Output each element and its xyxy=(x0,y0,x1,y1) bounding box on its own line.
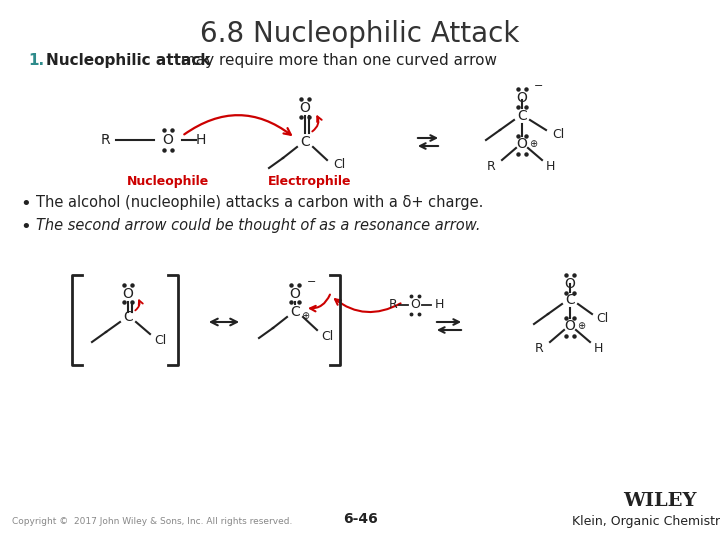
Text: Copyright ©  2017 John Wiley & Sons, Inc. All rights reserved.: Copyright © 2017 John Wiley & Sons, Inc.… xyxy=(12,517,292,526)
Text: Electrophile: Electrophile xyxy=(269,175,352,188)
Text: −: − xyxy=(534,81,544,91)
Text: Cl: Cl xyxy=(596,312,608,325)
Text: •: • xyxy=(20,195,31,213)
Text: The alcohol (nucleophile) attacks a carbon with a δ+ charge.: The alcohol (nucleophile) attacks a carb… xyxy=(36,195,483,210)
Text: O: O xyxy=(516,91,528,105)
Text: H: H xyxy=(196,133,206,147)
Text: C: C xyxy=(300,135,310,149)
Text: Cl: Cl xyxy=(321,329,333,342)
FancyArrowPatch shape xyxy=(135,300,143,310)
Text: −: − xyxy=(307,277,316,287)
Text: O: O xyxy=(410,299,420,312)
Text: Cl: Cl xyxy=(333,159,346,172)
Text: Cl: Cl xyxy=(154,334,166,347)
Text: 6-46: 6-46 xyxy=(343,512,377,526)
FancyArrowPatch shape xyxy=(184,115,291,135)
Text: R: R xyxy=(535,341,544,354)
Text: R: R xyxy=(388,299,397,312)
Text: H: H xyxy=(594,341,603,354)
Text: C: C xyxy=(123,310,133,324)
Text: H: H xyxy=(435,299,444,312)
Text: O: O xyxy=(122,287,133,301)
Text: Nucleophile: Nucleophile xyxy=(127,175,209,188)
FancyArrowPatch shape xyxy=(335,299,400,312)
Text: 6.8 Nucleophilic Attack: 6.8 Nucleophilic Attack xyxy=(200,20,520,48)
Text: R: R xyxy=(487,159,496,172)
Text: ⊕: ⊕ xyxy=(577,321,585,331)
Text: O: O xyxy=(564,277,575,291)
Text: O: O xyxy=(564,319,575,333)
Text: ⊕: ⊕ xyxy=(529,139,537,149)
Text: C: C xyxy=(290,305,300,319)
Text: may require more than one curved arrow: may require more than one curved arrow xyxy=(176,53,497,68)
Text: 1.: 1. xyxy=(28,53,44,68)
Text: O: O xyxy=(289,287,300,301)
Text: H: H xyxy=(546,159,555,172)
Text: O: O xyxy=(300,101,310,115)
Text: WILEY: WILEY xyxy=(624,492,697,510)
Text: Cl: Cl xyxy=(552,127,564,140)
Text: The second arrow could be thought of as a resonance arrow.: The second arrow could be thought of as … xyxy=(36,218,480,233)
Text: ⊕: ⊕ xyxy=(301,311,309,321)
FancyArrowPatch shape xyxy=(310,295,330,312)
Text: C: C xyxy=(517,109,527,123)
Text: O: O xyxy=(516,137,528,151)
Text: O: O xyxy=(163,133,174,147)
Text: R: R xyxy=(100,133,110,147)
Text: C: C xyxy=(565,293,575,307)
FancyArrowPatch shape xyxy=(312,117,322,131)
Text: Nucleophilic attack: Nucleophilic attack xyxy=(46,53,210,68)
Text: Klein, Organic Chemistry 3e: Klein, Organic Chemistry 3e xyxy=(572,515,720,528)
Text: •: • xyxy=(20,218,31,236)
